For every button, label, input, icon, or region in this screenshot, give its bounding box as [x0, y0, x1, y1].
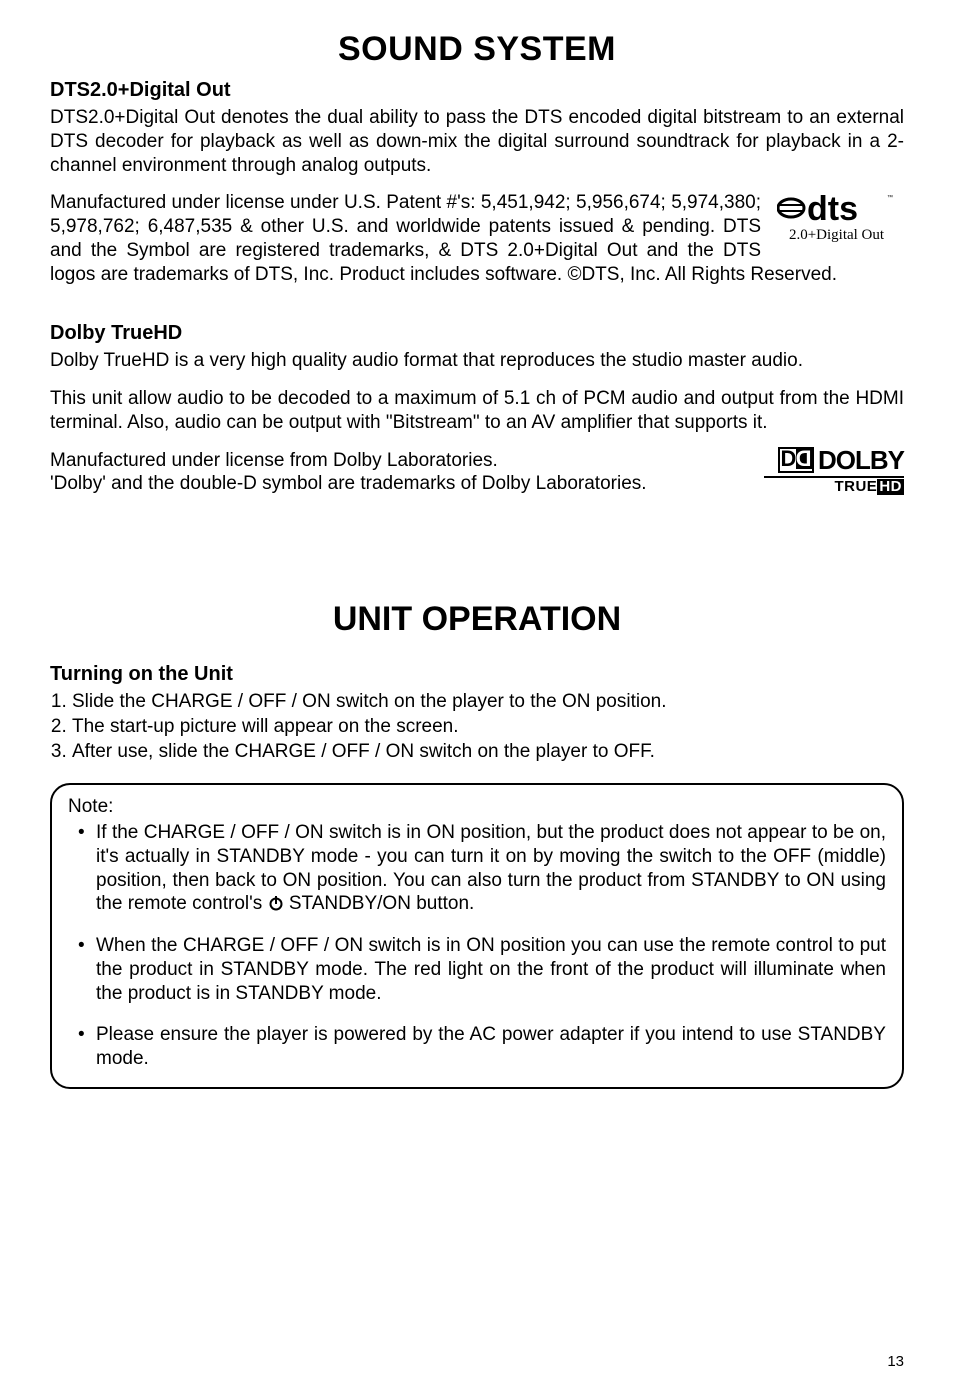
list-item: Please ensure the player is powered by t… — [68, 1023, 886, 1071]
dolby-hd-text: HD — [877, 479, 904, 496]
power-icon — [268, 895, 284, 911]
svg-text:dts: dts — [807, 191, 858, 225]
dts-logo-subtext: 2.0+Digital Out — [769, 227, 904, 244]
dolby-true-text: TRUE — [834, 478, 877, 495]
dts-para1: DTS2.0+Digital Out denotes the dual abil… — [50, 106, 904, 177]
list-item: When the CHARGE / OFF / ON switch is in … — [68, 934, 886, 1005]
dolby-logo: DD DOLBY TRUEHD — [764, 447, 904, 496]
double-d-icon: DD — [778, 447, 814, 473]
note-label: Note: — [68, 795, 886, 819]
dolby-heading: Dolby TrueHD — [50, 322, 904, 345]
dts-heading: DTS2.0+Digital Out — [50, 79, 904, 102]
page-number: 13 — [887, 1353, 904, 1370]
list-item: The start-up picture will appear on the … — [72, 715, 904, 739]
dolby-para2: This unit allow audio to be decoded to a… — [50, 387, 904, 435]
note-box: Note: If the CHARGE / OFF / ON switch is… — [50, 783, 904, 1089]
dolby-logo-text: DOLBY — [818, 447, 904, 473]
note-b1a: If the CHARGE / OFF / ON switch is in ON… — [96, 822, 886, 914]
svg-text:™: ™ — [887, 194, 893, 201]
page-title: SOUND SYSTEM — [50, 30, 904, 69]
dts-logo: dts ™ 2.0+Digital Out — [769, 191, 904, 244]
dolby-para1: Dolby TrueHD is a very high quality audi… — [50, 349, 904, 373]
list-item: After use, slide the CHARGE / OFF / ON s… — [72, 740, 904, 764]
turning-on-heading: Turning on the Unit — [50, 663, 904, 686]
list-item: Slide the CHARGE / OFF / ON switch on th… — [72, 690, 904, 714]
note-b1b: STANDBY/ON button. — [284, 893, 475, 914]
steps-list: Slide the CHARGE / OFF / ON switch on th… — [50, 690, 904, 763]
unit-operation-title: UNIT OPERATION — [50, 600, 904, 639]
list-item: If the CHARGE / OFF / ON switch is in ON… — [68, 821, 886, 916]
